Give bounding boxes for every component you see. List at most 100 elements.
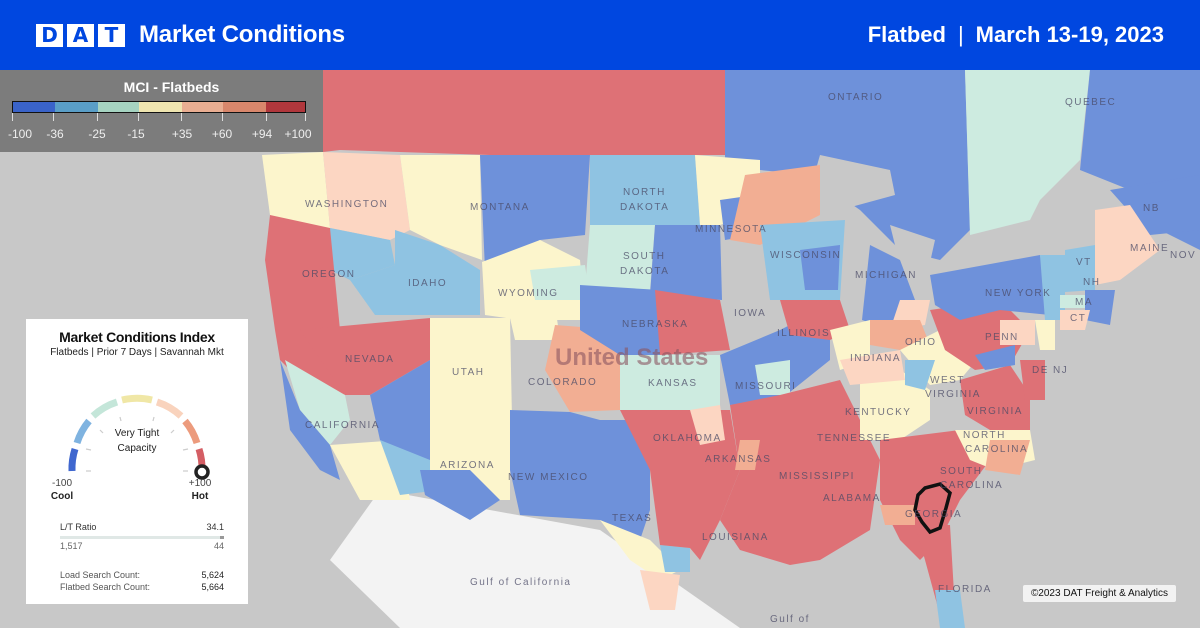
mci-card: Market Conditions Index Flatbeds | Prior… (26, 319, 248, 604)
page-title: Market Conditions (139, 21, 345, 48)
tick-label: -36 (46, 127, 64, 141)
region-label: Gulf of California (470, 577, 571, 588)
logo-letter: A (67, 23, 94, 47)
region-label: COLORADO (528, 377, 597, 388)
date-range: March 13-19, 2023 (975, 22, 1164, 47)
region-label: IDAHO (408, 278, 447, 289)
legend-swatch (182, 102, 223, 112)
legend-swatch (13, 102, 55, 112)
region-label: TENNESSEE (817, 433, 891, 444)
mci-gauge (68, 394, 210, 480)
region-label: OKLAHOMA (653, 433, 722, 444)
tick-label: +35 (171, 127, 193, 141)
min-value: -100 (51, 478, 72, 489)
region-label: WISCONSIN (770, 250, 841, 261)
region-label: WYOMING (498, 288, 559, 299)
lt-ratio-bar (60, 536, 224, 539)
gauge-min: -100 Cool (42, 478, 82, 502)
region-label: NORTH (623, 187, 666, 198)
load-search-label: Load Search Count: (60, 570, 141, 580)
region-label: MA (1075, 297, 1093, 308)
gauge-needle-marker (194, 464, 210, 480)
region-label: DAKOTA (620, 202, 669, 213)
region-label: ONTARIO (828, 92, 883, 103)
region-label: SOUTH (940, 466, 983, 477)
load-count: 1,517 (60, 541, 83, 551)
region-label: MAINE (1130, 243, 1169, 254)
card-subtitle: Flatbeds | Prior 7 Days | Savannah Mkt (50, 347, 224, 358)
region-label: MONTANA (470, 202, 530, 213)
region-label: NORTH (963, 430, 1006, 441)
logo-letter: T (98, 23, 125, 47)
load-search-value: 5,624 (201, 570, 224, 580)
region-label: UTAH (452, 367, 484, 378)
tick-label: +94 (251, 127, 273, 141)
region-label: MICHIGAN (855, 270, 917, 281)
legend-swatch (138, 102, 183, 112)
flatbed-search-label: Flatbed Search Count: (60, 582, 151, 592)
region-label: KENTUCKY (845, 407, 911, 418)
region-label: GEORGIA (905, 509, 962, 520)
lt-ratio-value: 34.1 (206, 522, 224, 532)
copyright-notice: ©2023 DAT Freight & Analytics (1022, 585, 1176, 602)
region-label: DE (1032, 365, 1049, 376)
region-label: NEVADA (345, 354, 394, 365)
gauge-max: +100 Hot (180, 478, 220, 502)
region-label: ARIZONA (440, 460, 495, 471)
region-label: TEXAS (612, 513, 652, 524)
choropleth-map[interactable]: United States WASHINGTON OREGON IDAHO MONTA… (0, 70, 1200, 628)
region-label: ILLINOIS (777, 328, 830, 339)
status-line-2: Capacity (117, 443, 157, 454)
region-label: NB (1143, 203, 1160, 214)
legend-swatch (265, 102, 305, 112)
region-label: Gulf of (770, 614, 810, 625)
legend-color-bar (12, 101, 306, 113)
savannah-market-outline (913, 482, 952, 535)
card-title: Market Conditions Index (59, 329, 215, 345)
region-label: NOV (1170, 250, 1196, 261)
country-label: United States (555, 344, 708, 371)
logo-letter: D (36, 23, 63, 47)
region-label: QUEBEC (1065, 97, 1116, 108)
region-label: FLORIDA (938, 584, 992, 595)
region-label: ARKANSAS (705, 454, 771, 465)
flatbed-search-value: 5,664 (201, 582, 224, 592)
equipment-type: Flatbed (867, 22, 946, 47)
region-label: MISSOURI (735, 381, 796, 392)
status-line-1: Very Tight (114, 428, 160, 439)
region-label: ALABAMA (823, 493, 881, 504)
max-label: Hot (191, 491, 209, 502)
brand: D A T Market Conditions (36, 21, 345, 49)
legend-title: MCI - Flatbeds (123, 79, 220, 95)
region-label: PENN (985, 332, 1019, 343)
region-label: MINNESOTA (695, 224, 767, 235)
region-label: IOWA (734, 308, 766, 319)
mci-legend: MCI - Flatbeds -100 -36 -25 -15 +35 +60 … (0, 70, 323, 152)
tick-label: +100 (284, 127, 312, 141)
region-label: VIRGINIA (967, 406, 1023, 417)
region-label: VIRGINIA (925, 389, 981, 400)
legend-swatch (54, 102, 99, 112)
region-label: DAKOTA (620, 266, 669, 277)
capacity-status: Very Tight Capacity (26, 426, 248, 456)
region-label: NEW MEXICO (508, 472, 589, 483)
max-value: +100 (188, 478, 212, 489)
region-label: LOUISIANA (702, 532, 769, 543)
region-label: WEST (930, 375, 965, 386)
region-label: WASHINGTON (305, 199, 388, 210)
loads-trucks-row: 1,517 44 (60, 541, 224, 551)
region-label: NEBRASKA (622, 319, 688, 330)
lt-ratio-row: L/T Ratio 34.1 (60, 522, 224, 532)
region-label: CAROLINA (940, 480, 1003, 491)
region-labels: WASHINGTON OREGON IDAHO MONTANA WYOMING NORTH… (302, 92, 1196, 625)
region-label: CALIFORNIA (305, 420, 380, 431)
tick-label: -25 (88, 127, 106, 141)
header-bar: D A T Market Conditions Flatbed | March … (0, 0, 1200, 70)
report-meta: Flatbed | March 13-19, 2023 (868, 22, 1164, 48)
tick-label: +60 (211, 127, 233, 141)
separator: | (957, 22, 964, 47)
region-label: CAROLINA (965, 444, 1028, 455)
legend-ticks (12, 113, 306, 127)
region-label: NEW YORK (985, 288, 1051, 299)
region-label: MISSISSIPPI (779, 471, 855, 482)
